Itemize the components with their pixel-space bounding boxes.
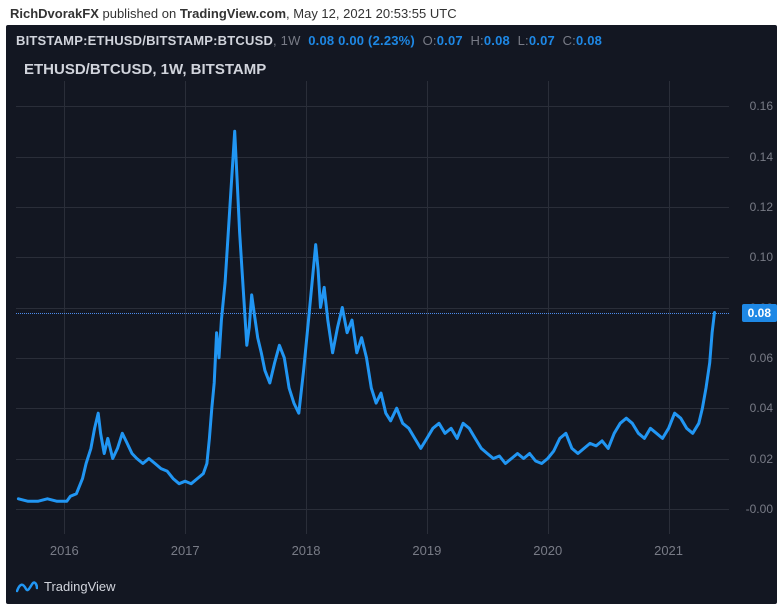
x-axis-label: 2019 xyxy=(412,543,441,558)
chart-title: ETHUSD/BTCUSD, 1W, BITSTAMP xyxy=(24,61,266,78)
plot-region[interactable]: -0.000.020.040.060.080.100.120.140.16201… xyxy=(16,81,729,534)
publish-mid: published on xyxy=(99,6,180,21)
open-value: 0.07 xyxy=(437,33,463,48)
symbol-text: BITSTAMP:ETHUSD/BITSTAMP:BTCUSD xyxy=(16,33,273,48)
change-abs: 0.00 xyxy=(338,33,364,48)
chart-area[interactable]: BITSTAMP:ETHUSD/BITSTAMP:BTCUSD, 1W 0.08… xyxy=(6,25,777,604)
high-label: H: xyxy=(470,33,483,48)
publish-line: RichDvorakFX published on TradingView.co… xyxy=(0,0,783,25)
x-axis-label: 2018 xyxy=(292,543,321,558)
low-label: L: xyxy=(518,33,529,48)
publish-site: TradingView.com xyxy=(180,6,286,21)
y-axis-label: 0.04 xyxy=(733,401,773,415)
open-label: O: xyxy=(423,33,437,48)
low-value: 0.07 xyxy=(529,33,555,48)
brand-text: TradingView xyxy=(44,579,116,594)
change-pct: (2.23%) xyxy=(368,33,415,48)
interval-text: , 1W xyxy=(273,33,301,48)
x-axis-label: 2021 xyxy=(654,543,683,558)
y-axis-label: 0.10 xyxy=(733,250,773,264)
y-axis-label: 0.14 xyxy=(733,150,773,164)
publish-author: RichDvorakFX xyxy=(10,6,99,21)
x-axis-label: 2020 xyxy=(533,543,562,558)
y-axis-label: 0.06 xyxy=(733,351,773,365)
price-line xyxy=(16,81,729,534)
last-price-badge: 0.08 xyxy=(742,304,777,322)
close-value: 0.08 xyxy=(576,33,602,48)
tradingview-icon xyxy=(16,580,38,594)
x-axis-label: 2016 xyxy=(50,543,79,558)
y-axis-label: -0.00 xyxy=(733,502,773,516)
publish-date: May 12, 2021 20:53:55 UTC xyxy=(293,6,456,21)
close-label: C: xyxy=(563,33,576,48)
brand-footer: TradingView xyxy=(16,579,116,594)
y-axis-label: 0.12 xyxy=(733,200,773,214)
y-axis-label: 0.02 xyxy=(733,452,773,466)
y-axis-label: 0.16 xyxy=(733,99,773,113)
high-value: 0.08 xyxy=(484,33,510,48)
symbol-info-line: BITSTAMP:ETHUSD/BITSTAMP:BTCUSD, 1W 0.08… xyxy=(16,33,602,48)
last-price: 0.08 xyxy=(308,33,334,48)
x-axis-label: 2017 xyxy=(171,543,200,558)
